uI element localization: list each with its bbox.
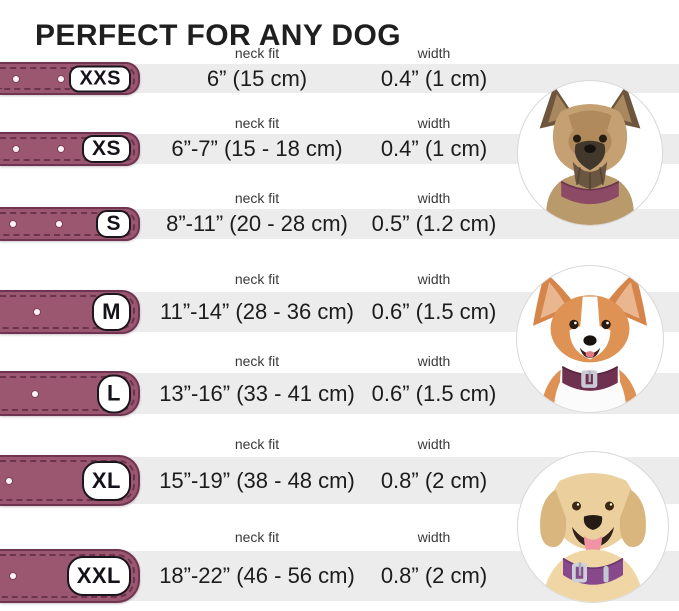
- strap-hole: [58, 75, 64, 82]
- strap-hole: [10, 221, 16, 227]
- width-value: 0.6” (1.5 cm): [371, 381, 497, 406]
- width-column-label: width: [417, 45, 451, 61]
- dog-photo-labrador: [517, 451, 669, 603]
- page-title: PERFECT FOR ANY DOG: [35, 19, 401, 53]
- size-pill: XXS: [69, 65, 131, 92]
- size-pill: M: [92, 293, 131, 331]
- collar-strap: XXS: [0, 62, 140, 95]
- collar-strap: M: [0, 290, 140, 334]
- neck-fit-value: 11”-14” (28 - 36 cm): [160, 299, 354, 324]
- size-pill: XL: [81, 460, 131, 501]
- width-value: 0.8” (2 cm): [380, 563, 488, 588]
- width-column-label: width: [417, 436, 451, 452]
- collar-strap: L: [0, 371, 140, 416]
- width-value: 0.5” (1.2 cm): [371, 211, 497, 236]
- size-pill: XS: [81, 135, 131, 163]
- strap-hole: [10, 573, 16, 579]
- collar-strap: XL: [0, 455, 140, 506]
- width-value: 0.4” (1 cm): [380, 66, 488, 91]
- neck-fit-column-label: neck fit: [234, 115, 280, 131]
- neck-fit-value: 8”-11” (20 - 28 cm): [166, 211, 348, 236]
- size-pill: XXL: [66, 556, 131, 596]
- width-value: 0.4” (1 cm): [380, 136, 488, 161]
- neck-fit-column-label: neck fit: [234, 353, 280, 369]
- collar-strap: XS: [0, 132, 140, 166]
- terrier-illustration: [539, 85, 641, 225]
- neck-fit-value: 18”-22” (46 - 56 cm): [159, 563, 355, 588]
- dog-photo-terrier: [517, 80, 663, 226]
- neck-fit-value: 6” (15 cm): [206, 66, 308, 91]
- size-pill: L: [97, 374, 131, 413]
- corgi-illustration: [533, 271, 647, 412]
- width-column-label: width: [417, 353, 451, 369]
- strap-hole: [58, 146, 64, 152]
- neck-fit-value: 15”-19” (38 - 48 cm): [159, 468, 355, 493]
- dog-photo-corgi: [516, 265, 664, 413]
- width-column-label: width: [417, 529, 451, 545]
- neck-fit-value: 6”-7” (15 - 18 cm): [171, 136, 343, 161]
- width-column-label: width: [417, 115, 451, 131]
- width-column-label: width: [417, 190, 451, 206]
- collar-strap: XXL: [0, 549, 140, 603]
- neck-fit-column-label: neck fit: [234, 271, 280, 287]
- strap-hole: [56, 221, 62, 227]
- neck-fit-value: 13”-16” (33 - 41 cm): [159, 381, 355, 406]
- strap-hole: [6, 477, 12, 484]
- strap-hole: [13, 75, 19, 82]
- strap-hole: [32, 390, 38, 397]
- neck-fit-column-label: neck fit: [234, 529, 280, 545]
- size-pill: S: [96, 210, 131, 238]
- collar-strap: S: [0, 207, 140, 241]
- neck-fit-column-label: neck fit: [234, 45, 280, 61]
- width-column-label: width: [417, 271, 451, 287]
- width-value: 0.6” (1.5 cm): [371, 299, 497, 324]
- strap-hole: [34, 309, 40, 315]
- width-value: 0.8” (2 cm): [380, 468, 488, 493]
- strap-hole: [13, 146, 19, 152]
- neck-fit-column-label: neck fit: [234, 190, 280, 206]
- labrador-illustration: [540, 473, 646, 602]
- neck-fit-column-label: neck fit: [234, 436, 280, 452]
